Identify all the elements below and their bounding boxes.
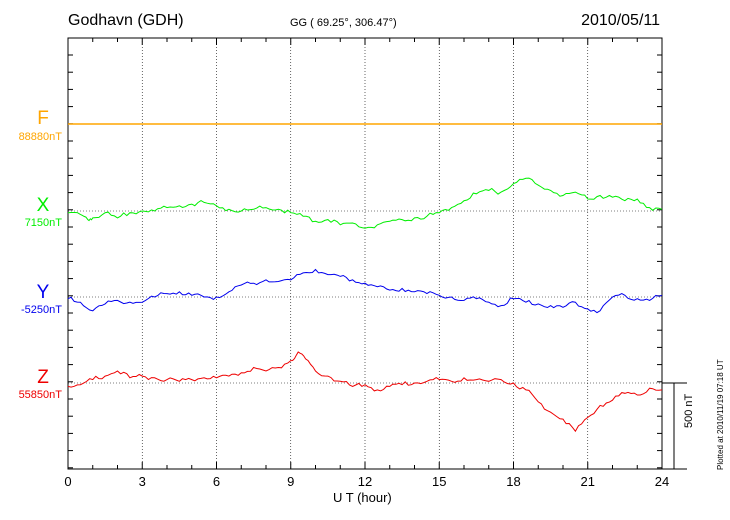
component-label-y: Y <box>36 282 50 303</box>
baseline-label-f: 88880nT <box>18 131 62 143</box>
x-tick-label: 15 <box>432 474 447 489</box>
x-tick-label: 21 <box>580 474 595 489</box>
component-label-x: X <box>36 195 50 216</box>
series-line-x <box>67 177 663 229</box>
series-line-z <box>67 351 663 433</box>
x-tick-label: 24 <box>654 474 670 489</box>
plot-date: 2010/05/11 <box>581 12 660 29</box>
x-tick-label: 0 <box>64 474 72 489</box>
baseline-label-x: 7150nT <box>24 217 62 229</box>
grid-lines <box>141 38 589 469</box>
x-tick-label: 12 <box>357 474 373 489</box>
x-tick-label: 6 <box>212 474 221 489</box>
traces <box>67 123 663 433</box>
baseline-label-z: 55850nT <box>18 389 62 401</box>
scale-bar <box>662 382 687 470</box>
x-tick-label: 18 <box>506 474 521 489</box>
x-tick-label: 9 <box>287 474 295 489</box>
component-label-f: F <box>37 108 49 129</box>
x-tick-label: 3 <box>138 474 146 489</box>
station-coordinates: GG ( 69.25°, 306.47°) <box>290 17 397 29</box>
plotted-timestamp: Plotted at 2010/11/19 07:18 UT <box>716 359 725 470</box>
series-line-y <box>67 268 663 314</box>
component-label-z: Z <box>37 367 49 388</box>
x-axis-label: U T (hour) <box>333 490 392 505</box>
scale-bar-label: 500 nT <box>683 393 695 428</box>
station-title: Godhavn (GDH) <box>68 12 184 29</box>
baseline-label-y: -5250nT <box>21 304 62 316</box>
